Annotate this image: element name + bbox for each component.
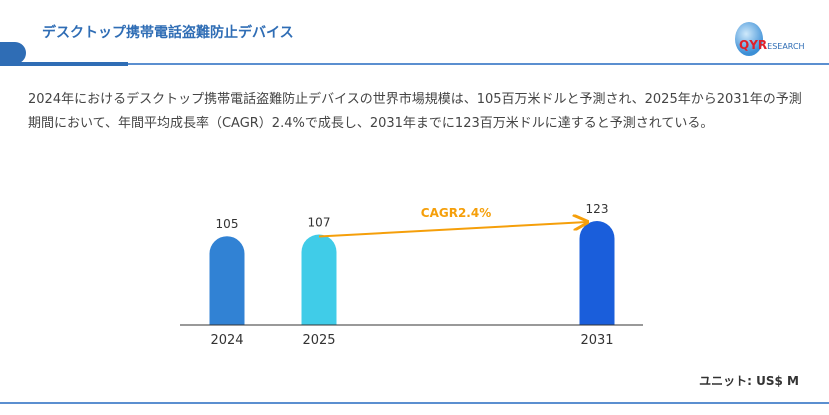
market-description: 2024年におけるデスクトップ携帯電話盗難防止デバイスの世界市場規模は、105百…	[28, 92, 802, 131]
data-label-2025: 107	[308, 216, 331, 230]
cagr-arrow	[318, 222, 587, 238]
footer-divider	[0, 402, 829, 404]
data-label-2024: 105	[216, 217, 239, 231]
bar-2031	[579, 221, 615, 325]
qyresearch-logo: QYRESEARCH	[733, 22, 813, 58]
x-tick-2025: 2025	[302, 333, 335, 348]
header-accent-line	[0, 62, 128, 66]
header-tab-decoration	[0, 42, 26, 64]
logo-text: QYRESEARCH	[739, 38, 805, 52]
bar-2024	[209, 236, 245, 325]
x-tick-2031: 2031	[580, 333, 613, 348]
x-tick-2024: 2024	[210, 333, 243, 348]
page-title: デスクトップ携帯電話盗難防止デバイス	[42, 25, 294, 41]
globe-icon	[735, 22, 763, 56]
header-divider	[128, 63, 829, 65]
bar-2025	[301, 234, 337, 325]
data-label-2031: 123	[586, 202, 609, 216]
cagr-label: CAGR2.4%	[421, 206, 491, 220]
unit-label: ユニット: US$ M	[699, 374, 799, 388]
